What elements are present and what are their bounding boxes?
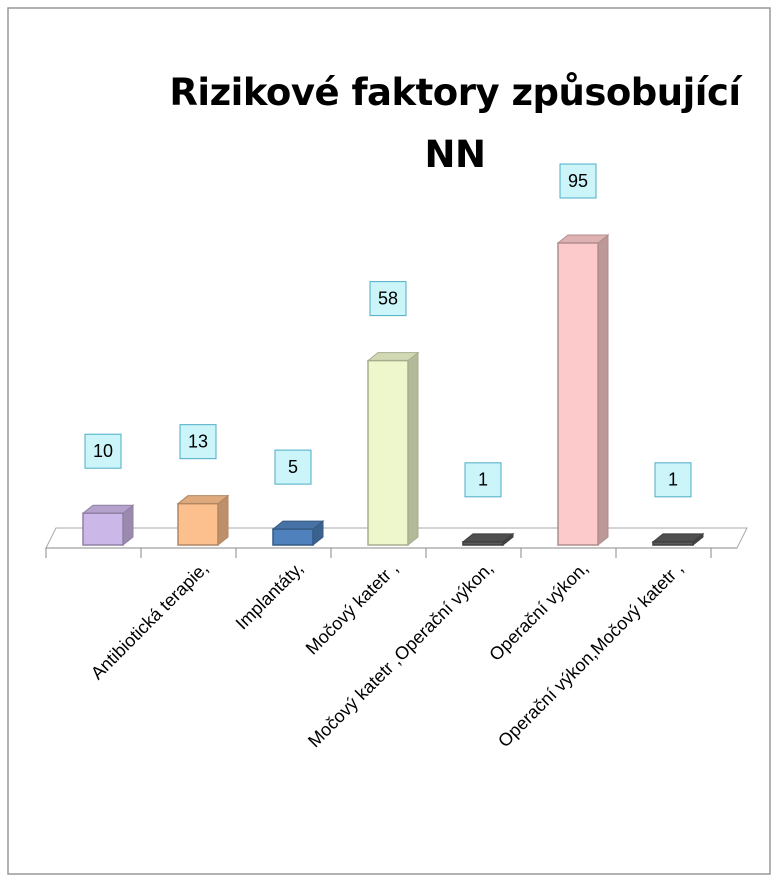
- data-label-box: [84, 433, 122, 469]
- data-label-box: [179, 424, 217, 460]
- bar: [462, 541, 504, 546]
- data-label: 1: [668, 470, 678, 490]
- data-label: 1: [478, 470, 488, 490]
- bar-side: [407, 351, 419, 547]
- data-label: 5: [288, 457, 298, 477]
- data-label-box: [274, 449, 312, 485]
- data-label-box: [559, 163, 597, 199]
- data-label: 13: [188, 431, 208, 451]
- data-label: 58: [378, 288, 398, 308]
- bar: [367, 359, 409, 546]
- data-label-box: [369, 281, 407, 317]
- bar: [177, 502, 219, 546]
- bar: [82, 512, 124, 546]
- data-label: 10: [93, 441, 113, 461]
- bar: [652, 541, 694, 546]
- bar: [557, 242, 599, 546]
- data-label-box: [464, 462, 502, 498]
- bar: [272, 528, 314, 546]
- chart-title: Rizikové faktory způsobující NN: [169, 71, 741, 176]
- data-label-box: [654, 462, 692, 498]
- bar-side: [597, 233, 609, 547]
- data-label: 95: [568, 171, 588, 191]
